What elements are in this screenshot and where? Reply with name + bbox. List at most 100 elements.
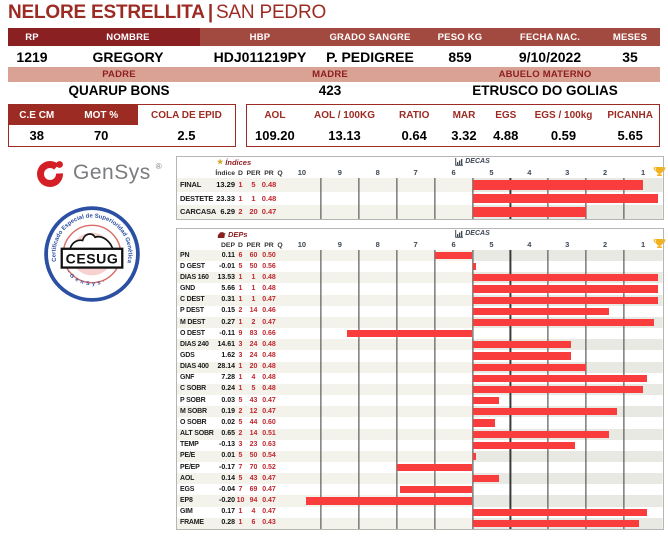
gridline: [585, 350, 587, 362]
trait-label: DIAS 240: [180, 340, 209, 348]
gridline: [547, 250, 549, 262]
gridline: [396, 305, 398, 317]
trait-label: D GEST: [180, 262, 205, 270]
gridline: [434, 350, 436, 362]
gridline: [623, 417, 625, 429]
decile-tick: 3: [565, 168, 570, 177]
trait-label: C SOBR: [180, 385, 207, 393]
gridline: [434, 439, 436, 451]
decas-bar: [472, 452, 476, 460]
carcass-value: 3.32: [451, 128, 477, 143]
decas-plot: [283, 417, 662, 429]
gridline: [547, 484, 549, 496]
gridline: [623, 495, 625, 507]
decas-plot: [283, 439, 662, 451]
repro-col-header: MOT %: [64, 105, 138, 125]
dep-row: M SOBR 0.19 2 12 0.47: [177, 406, 663, 418]
decile-value: 2: [238, 207, 243, 217]
indices-rows: FINAL 13.29 1 5 0.48 DESTETE 23.33 1 1 0.48 CARCAS…: [177, 178, 663, 220]
decile-value: 5: [238, 452, 243, 460]
percentile-value: 94: [249, 497, 258, 505]
trait-label: DIAS 400: [180, 363, 209, 371]
accuracy-value: 0.56: [262, 262, 276, 270]
gridline: [358, 305, 360, 317]
trait-label: GDS: [180, 351, 195, 359]
decas-plot: [283, 250, 662, 262]
gridline: [396, 395, 398, 407]
gridline: [320, 395, 322, 407]
decile-value: 1: [238, 519, 243, 527]
decas-bar: [472, 352, 572, 360]
trait-value: 0.65: [221, 430, 235, 438]
pedigree-value: ETRUSCO DO GOLIAS: [472, 83, 618, 98]
gridline: [396, 372, 398, 384]
decas-bar: [472, 285, 659, 293]
trait-value: 5.66: [221, 285, 235, 293]
indices-label: ★ Índices: [217, 158, 252, 167]
trait-label: ALT SOBR: [180, 430, 214, 438]
cesug-wordmark: CESUG: [66, 250, 119, 266]
gridline: [471, 484, 474, 496]
dep-row: DIAS 160 13.53 1 1 0.48: [177, 272, 663, 284]
gridline: [396, 361, 398, 373]
animal-value: 35: [622, 48, 638, 65]
gridline: [320, 339, 322, 351]
decile-tick: 2: [603, 240, 608, 249]
decile-value: 1: [238, 285, 243, 293]
trait-label: EP8: [180, 497, 193, 505]
decile-tick: 8: [375, 240, 380, 249]
gridline: [396, 339, 398, 351]
decile-value: 1: [238, 273, 243, 281]
decile-tick: 7: [413, 168, 418, 177]
gridline: [358, 372, 360, 384]
carcass-value: 0.64: [401, 128, 427, 143]
gridline: [471, 328, 474, 340]
gridline: [358, 339, 360, 351]
decas-bar: [472, 207, 587, 218]
trait-value: 0.01: [221, 452, 235, 460]
decas-plot: [283, 461, 662, 474]
gridline: [396, 383, 398, 396]
carcass-value: 4.88: [493, 128, 519, 143]
decas-plot: [283, 305, 662, 317]
gridline: [358, 261, 360, 273]
percentile-value: 44: [249, 418, 258, 426]
trait-value: -0.20: [219, 497, 235, 505]
carcass-col-header: AOL: [264, 109, 286, 121]
accuracy-value: 0.47: [262, 497, 276, 505]
gridline: [623, 305, 625, 317]
decile-tick: 1: [640, 240, 646, 249]
gridline: [320, 473, 322, 485]
gridline: [434, 406, 436, 418]
decile-tick: 4: [527, 168, 532, 177]
gridline: [320, 383, 322, 396]
percentile-value: 1: [251, 193, 256, 203]
carcass-col-header: AOL / 100KG: [314, 109, 375, 121]
gridline: [547, 328, 549, 340]
dep-row: GDS 1.62 3 24 0.48: [177, 350, 663, 362]
gridline: [585, 205, 587, 220]
trait-label: AOL: [180, 474, 195, 482]
gridline: [320, 316, 322, 329]
gridline: [320, 417, 322, 429]
dep-row: FRAME 0.28 1 6 0.43: [177, 517, 663, 529]
gridline: [623, 450, 625, 462]
dep-row: O SOBR 0.02 5 44 0.60: [177, 417, 663, 429]
percentile-value: 5: [251, 385, 256, 393]
trait-value: 0.24: [221, 385, 235, 393]
dep-row: DIAS 400 28.14 1 20 0.48: [177, 361, 663, 373]
gridline: [585, 417, 587, 429]
decas-plot: [283, 517, 662, 529]
accuracy-value: 0.48: [262, 374, 276, 382]
decas-bar: [472, 419, 496, 427]
carcass-traits-box: AOL AOL / 100KG RATIO MAR EGS EGS / 100kg PICA…: [246, 104, 660, 147]
carcass-col-header: EGS / 100kg: [534, 109, 593, 121]
gridline: [396, 406, 398, 418]
trait-value: -0.04: [219, 485, 235, 493]
decile-tick: 8: [375, 168, 380, 177]
title-separator: |: [207, 2, 213, 23]
col-header: PR: [264, 169, 274, 177]
trait-label: FRAME: [180, 519, 204, 527]
gridline: [434, 428, 436, 440]
carcass-header-row: AOL AOL / 100KG RATIO MAR EGS EGS / 100kg PICA…: [247, 105, 659, 125]
